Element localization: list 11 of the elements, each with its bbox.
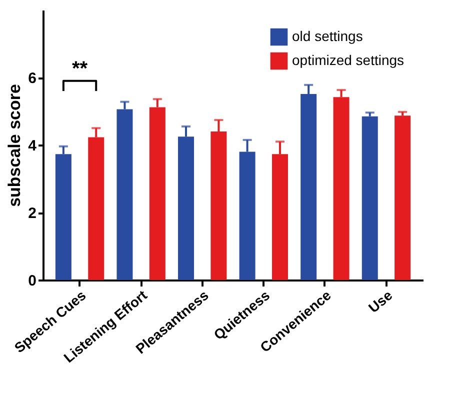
annotation: ** — [72, 58, 88, 80]
y-tick-label: 4 — [28, 138, 38, 154]
legend-label: optimized settings — [292, 52, 404, 68]
bar — [394, 116, 411, 280]
y-tick-label: 2 — [28, 205, 36, 222]
bar — [362, 116, 378, 280]
legend-label: old settings — [292, 28, 363, 44]
x-tick-label: Use — [365, 286, 396, 316]
y-axis-title: subscale score — [5, 84, 24, 207]
y-tick-label: 6 — [28, 70, 36, 87]
y-tick-label: 0 — [28, 272, 36, 290]
